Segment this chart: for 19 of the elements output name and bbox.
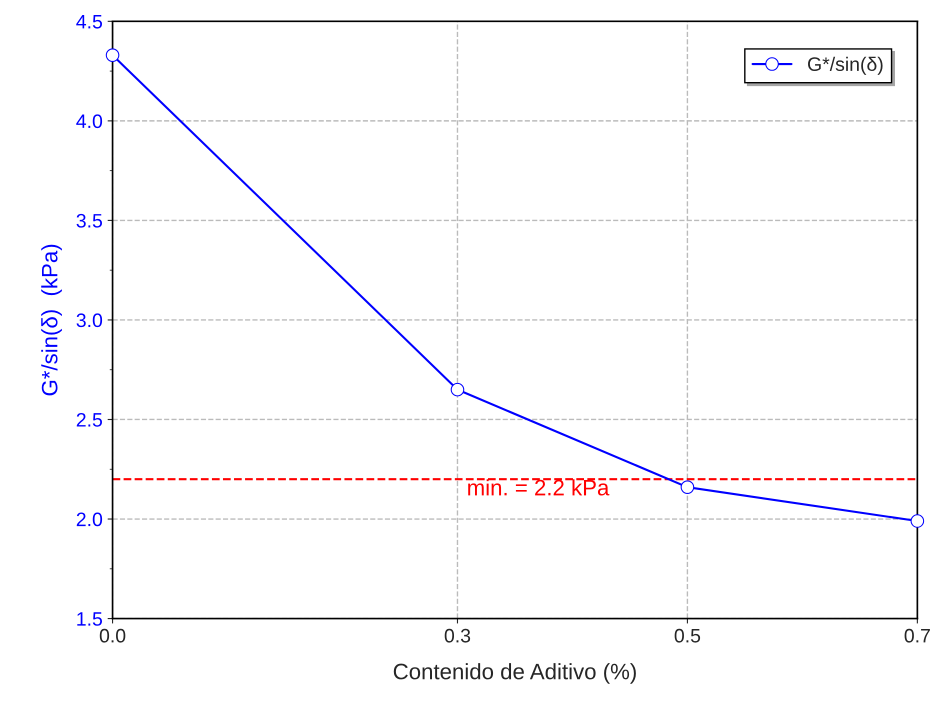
y-tick-label: 1.5: [77, 612, 102, 626]
point: [910, 514, 924, 528]
y-tick-label: 4.0: [76, 114, 102, 128]
x-tick-label: 0.3: [444, 628, 470, 643]
y-tick-label: 2.5: [76, 412, 102, 427]
point: [106, 48, 120, 62]
legend-label: G*/sin(δ): [808, 56, 883, 75]
point: [450, 382, 464, 396]
y-tick-label: 2.0: [76, 512, 102, 526]
ref-line-label: min. = 2.2 kPa: [468, 479, 610, 496]
x-tick-label: 0.0: [100, 628, 126, 643]
y-tick-label: 3.5: [76, 214, 102, 228]
y-tick-label: 4.5: [76, 15, 102, 29]
y-axis-title: G*/sin(δ) (kPa): [41, 244, 62, 396]
y-tick-label: 3.0: [76, 313, 102, 328]
point: [680, 480, 694, 494]
x-axis-title: Contenido de Aditivo (%): [394, 663, 636, 684]
x-tick-label: 0.5: [674, 628, 700, 643]
x-tick-label: 0.7: [904, 628, 930, 643]
